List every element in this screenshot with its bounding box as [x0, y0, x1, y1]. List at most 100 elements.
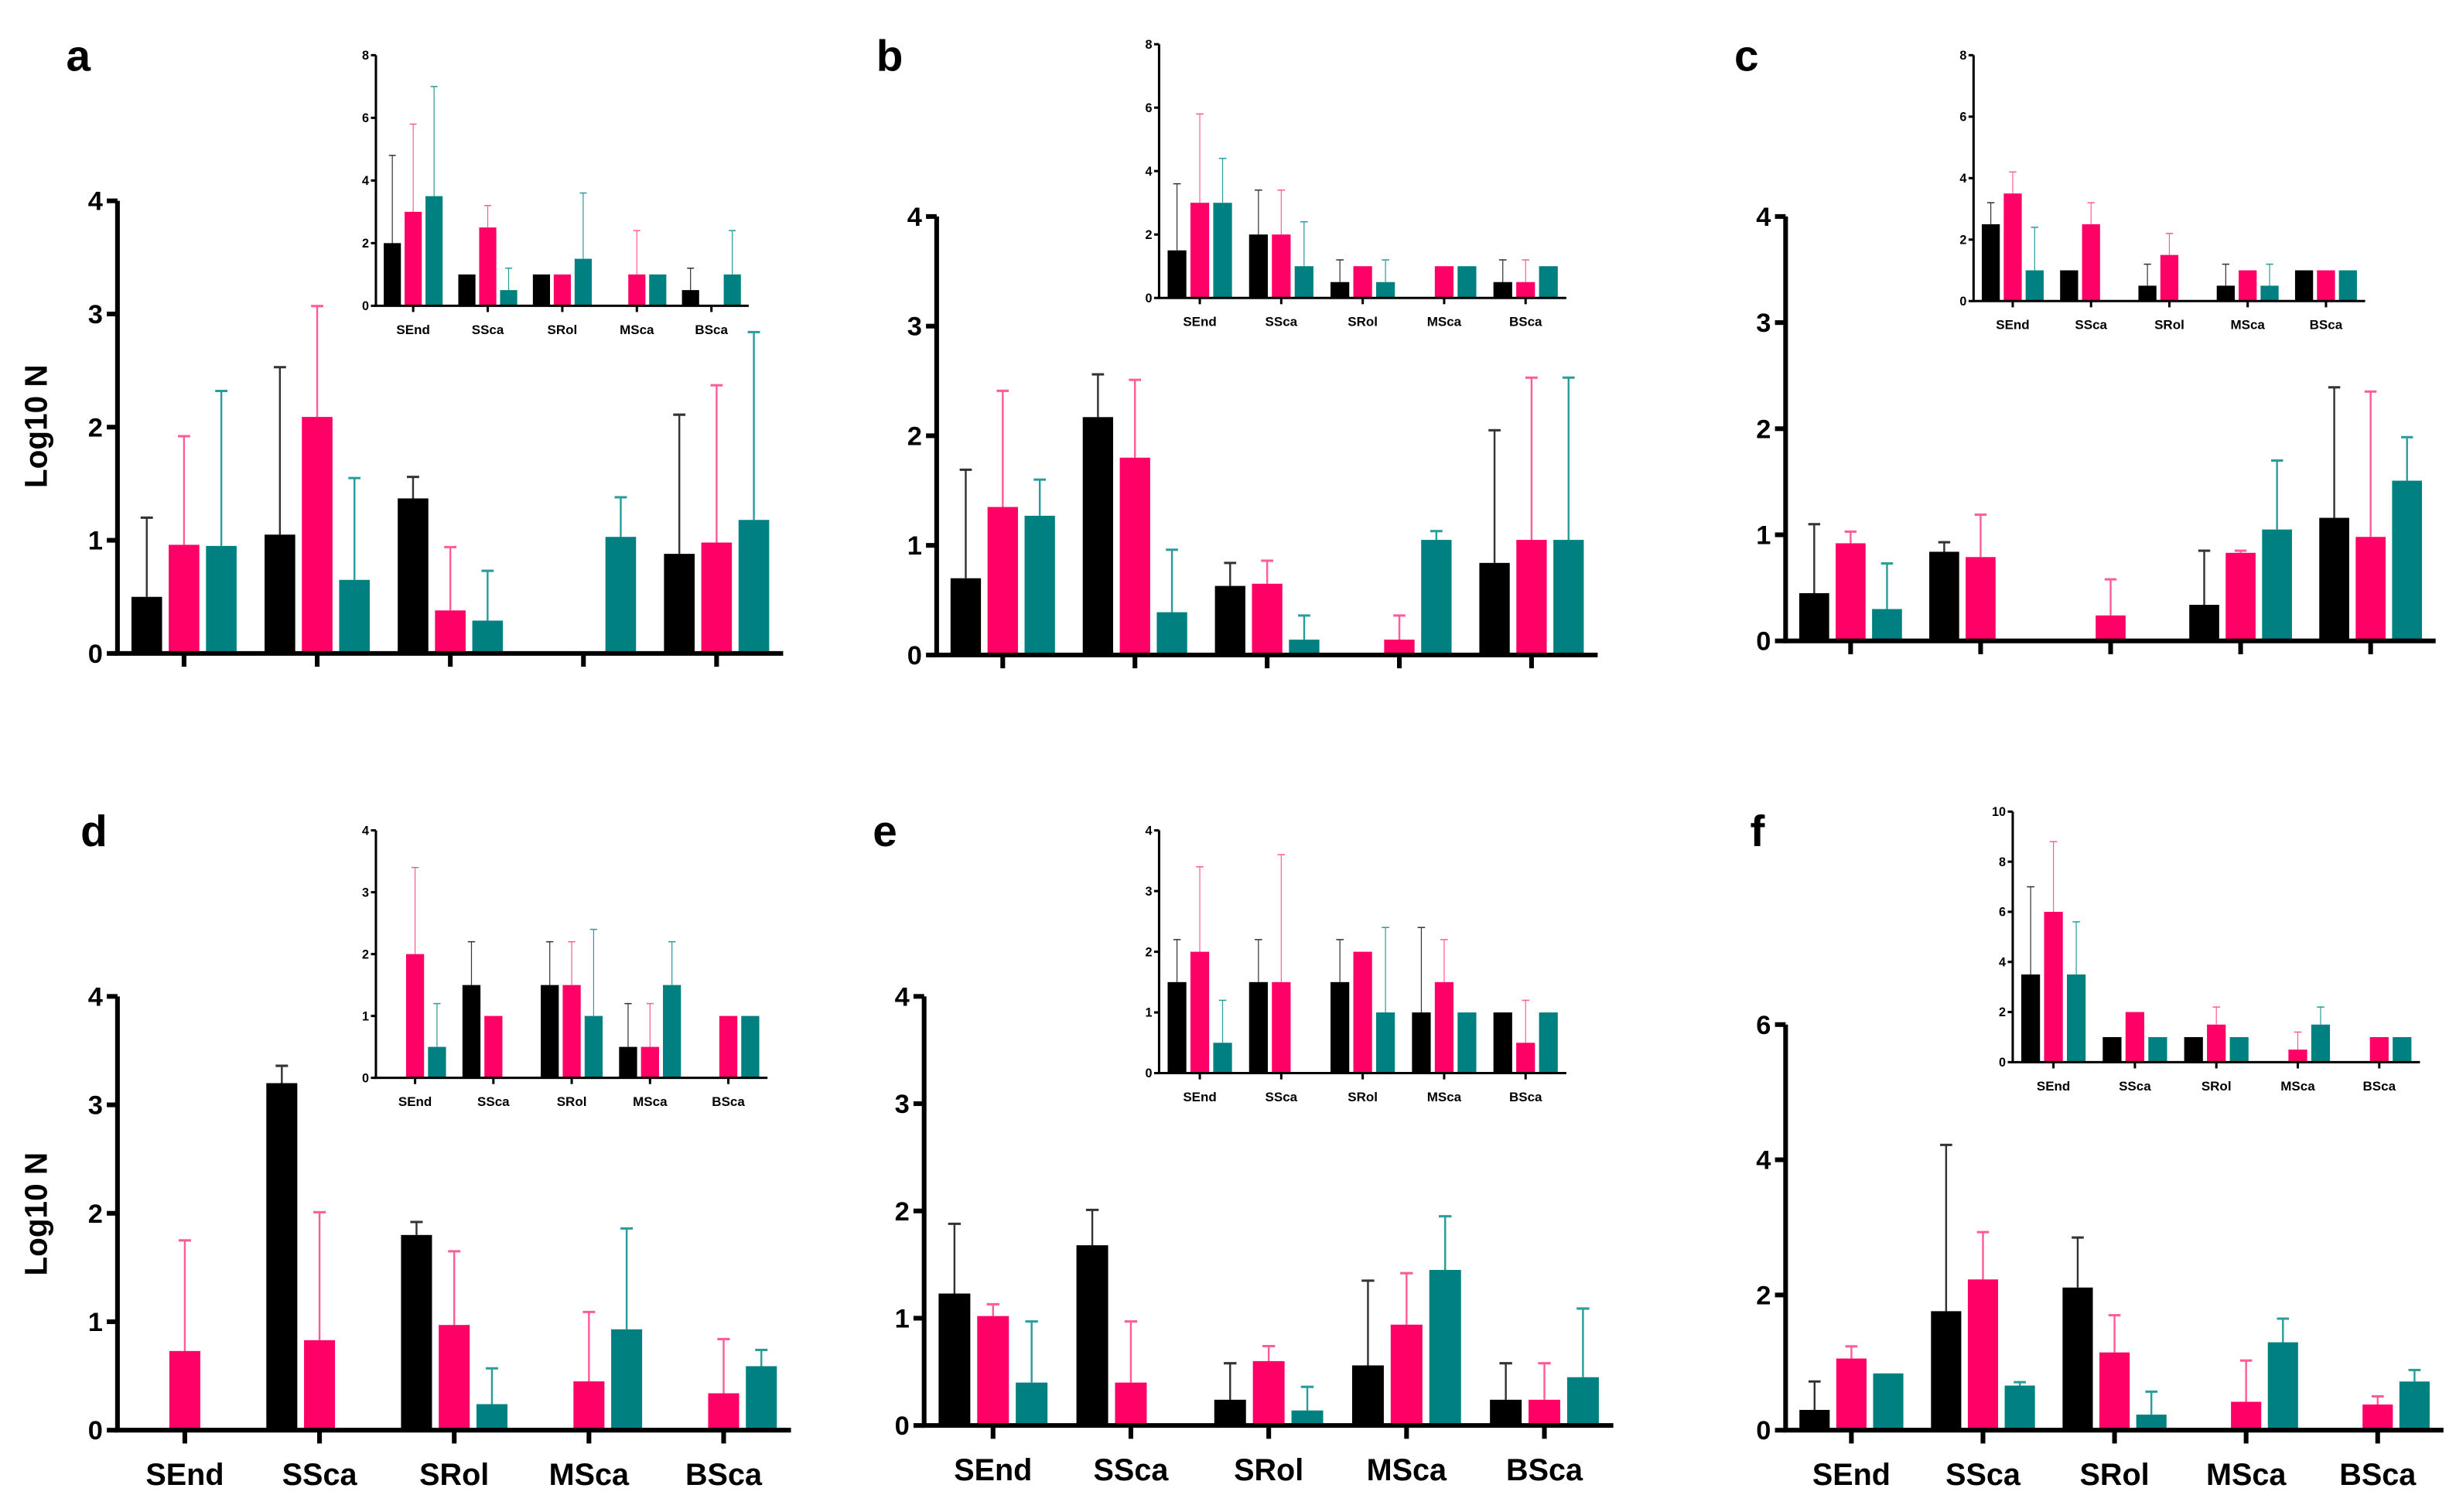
inset-x-tick-label: SEnd	[1183, 315, 1216, 329]
inset-x-tick-label: SRol	[1348, 1090, 1378, 1104]
main-chart: 0 1 2 3 4	[1756, 203, 2436, 657]
inset-bar	[1434, 266, 1454, 299]
x-tick-label: BSca	[1506, 1453, 1583, 1487]
y-tick-label: 3	[907, 312, 922, 342]
inset-bar	[619, 1046, 637, 1078]
bar	[131, 596, 162, 654]
inset-bar	[479, 227, 497, 306]
panel-label: f	[1750, 807, 1764, 856]
bar	[2319, 517, 2349, 641]
bar	[573, 1381, 605, 1431]
inset-x-tick-label: SEnd	[1996, 318, 2029, 333]
bar	[398, 498, 429, 654]
bar	[1516, 540, 1547, 655]
inset-bar	[584, 1015, 603, 1078]
bar	[2096, 615, 2126, 641]
bar	[2189, 605, 2219, 641]
inset-bar	[553, 274, 572, 306]
inset-bar	[2184, 1036, 2203, 1063]
inset-y-tick-label: 3	[1145, 885, 1152, 899]
bar	[1967, 1279, 1999, 1431]
inset-x-tick-label: MSca	[2280, 1079, 2315, 1094]
y-tick-label: 1	[907, 531, 922, 561]
inset-bar	[384, 243, 401, 306]
inset-bar	[2338, 270, 2357, 302]
bar	[1490, 1399, 1522, 1426]
inset-y-tick-label: 4	[1145, 165, 1152, 179]
bar	[206, 545, 237, 654]
inset-bar	[1167, 981, 1187, 1073]
bar	[1529, 1399, 1561, 1426]
bar	[738, 520, 770, 654]
inset-x-tick-label: BSca	[712, 1094, 745, 1109]
inset-bar	[1493, 1012, 1512, 1073]
inset-bar	[1516, 1043, 1535, 1073]
bar	[2362, 1404, 2393, 1431]
inset-bar	[640, 1046, 659, 1078]
inset-bar	[1539, 1012, 1558, 1073]
inset-x-tick-label: MSca	[633, 1094, 668, 1109]
inset-y-tick-label: 10	[1992, 805, 2006, 819]
inset-bar	[2060, 270, 2079, 302]
inset-y-tick-label: 6	[362, 111, 369, 125]
bar	[950, 578, 982, 655]
inset-bar	[1353, 266, 1372, 299]
bar	[2062, 1287, 2093, 1431]
inset-bar	[532, 274, 551, 306]
inset-bar	[649, 274, 667, 306]
inset-bar	[2393, 1036, 2412, 1063]
inset-bar	[458, 274, 476, 306]
inset-y-tick-label: 2	[1145, 945, 1152, 959]
y-tick-label: 3	[88, 1091, 103, 1121]
y-tick-label: 0	[88, 640, 103, 669]
bar	[439, 1325, 470, 1431]
inset-bar	[1457, 1012, 1477, 1073]
x-tick-label: MSca	[1367, 1453, 1447, 1487]
bar	[169, 1350, 200, 1431]
y-tick-label: 0	[1756, 627, 1771, 657]
inset-chart: 0 1 2 3 4 SEnd SSca SRol MSca BSca	[1145, 824, 1566, 1104]
y-tick-label: 4	[895, 982, 910, 1012]
inset-y-tick-label: 8	[1959, 49, 1966, 63]
x-tick-label: BSca	[2339, 1458, 2417, 1492]
inset-x-tick-label: BSca	[2310, 318, 2343, 333]
inset-y-tick-label: 8	[1999, 855, 2006, 869]
x-tick-label: SRol	[419, 1458, 489, 1492]
main-chart: 0 1 2 3 4	[907, 203, 1598, 671]
inset-bar	[2260, 285, 2279, 302]
bar	[1214, 585, 1245, 655]
inset-bar	[2311, 1024, 2331, 1063]
inset-bar	[2025, 270, 2044, 302]
y-tick-label: 4	[907, 203, 922, 232]
inset-y-tick-label: 0	[362, 299, 369, 313]
bar	[1252, 583, 1283, 655]
inset-bar	[2125, 1012, 2145, 1063]
inset-bar	[2066, 974, 2086, 1063]
inset-bar	[2138, 285, 2157, 302]
bar	[1429, 1270, 1461, 1426]
bar	[701, 542, 733, 654]
bar	[1289, 640, 1320, 655]
bar	[1390, 1324, 1423, 1426]
y-tick-label: 1	[88, 1308, 103, 1337]
inset-x-tick-label: BSca	[695, 323, 728, 337]
inset-bar	[1213, 203, 1232, 299]
inset-x-tick-label: SEnd	[398, 1094, 432, 1109]
inset-bar	[1213, 1043, 1232, 1073]
inset-bar	[2082, 224, 2100, 302]
inset-bar	[1353, 951, 1372, 1073]
bar	[2399, 1381, 2430, 1431]
bar	[1566, 1377, 1599, 1426]
y-axis-label: Log10 N	[19, 1152, 54, 1276]
inset-x-tick-label: BSca	[2363, 1079, 2396, 1094]
y-tick-label: 2	[1756, 1281, 1771, 1310]
bar	[1119, 457, 1150, 655]
inset-bar	[1248, 981, 1268, 1073]
inset-y-tick-label: 4	[1999, 955, 2006, 969]
x-tick-label: SSca	[1094, 1453, 1170, 1487]
inset-y-tick-label: 4	[1145, 824, 1152, 838]
bar	[1836, 543, 1866, 641]
x-tick-label: SEnd	[145, 1458, 224, 1492]
panel-label: a	[66, 32, 91, 81]
